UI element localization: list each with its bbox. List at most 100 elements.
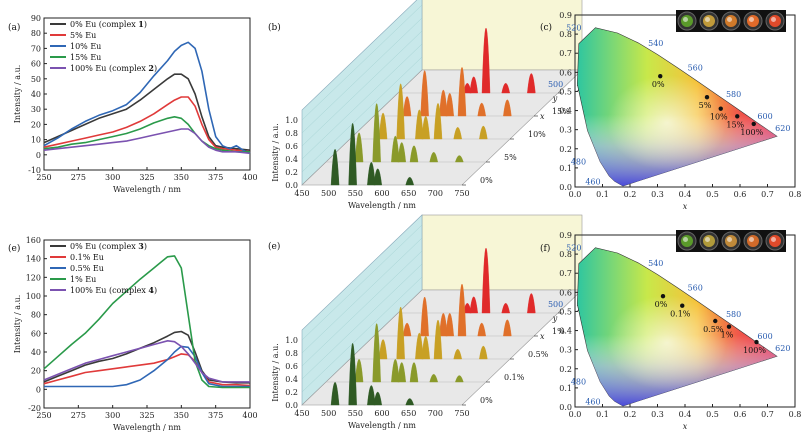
spectrum-peak [479, 345, 488, 360]
spectrum-peak [455, 375, 464, 383]
x-tick-label: 275 [71, 411, 86, 420]
series-depth-label: 5% [504, 153, 517, 162]
photo-highlight [771, 17, 776, 22]
spectrum-peak [477, 102, 486, 117]
panel-label: (f) [540, 243, 550, 254]
spectrum-peak [469, 76, 478, 94]
x-tick-label: 0.2 [624, 190, 637, 199]
cie-gamut-white [577, 247, 777, 406]
spectrum-peak [405, 177, 414, 186]
wavelength-label: 600 [757, 332, 772, 341]
y-tick-label: 0.8 [285, 349, 298, 358]
spectrum-peak [409, 145, 419, 163]
y-tick-label: 0.6 [559, 68, 572, 77]
y-tick-label: 60 [31, 60, 41, 69]
spectrum-peak [354, 132, 364, 163]
x-tick-label: 450 [294, 409, 309, 418]
y-tick-label: 0.9 [559, 231, 572, 240]
cie-point [726, 324, 732, 329]
x-tick-label: 0.8 [789, 410, 802, 419]
cie-point [751, 121, 756, 127]
y-tick-label: 40 [31, 348, 41, 357]
x-tick-label: 0.7 [761, 190, 774, 199]
y-tick-label: 0.0 [559, 403, 572, 412]
y-tick-label: 0.8 [559, 30, 572, 39]
series-depth-label: 10% [528, 130, 546, 139]
spectrum-peak [503, 319, 512, 337]
x-tick-label: 325 [139, 173, 154, 182]
photo-highlight [771, 237, 776, 242]
photo-highlight [749, 237, 754, 242]
wall-grid-line [301, 43, 423, 160]
x-tick-label: 0.0 [569, 410, 582, 419]
wavelength-label: 540 [648, 39, 663, 48]
series-depth-label: 0% [480, 396, 493, 405]
x-tick-label: 400 [242, 173, 257, 182]
series-line [43, 41, 251, 155]
x-tick-label: 375 [208, 173, 223, 182]
wavelength-label: 520 [566, 244, 581, 253]
y-tick-label: 0.7 [559, 49, 572, 58]
y-tick-label: 100 [26, 292, 41, 301]
spectrum-peak [348, 343, 357, 406]
wavelength-label: 520 [566, 24, 581, 33]
legend-text: 0.1% Eu [70, 253, 104, 262]
spectrum-peak [373, 168, 382, 186]
wavelength-label: 620 [775, 124, 790, 133]
y-tick-label: 0.2 [285, 168, 298, 177]
wavelength-label: 620 [775, 344, 790, 353]
x-tick-label: 0.1 [596, 410, 609, 419]
spectrum-peak [501, 303, 510, 314]
x-tick-label: 700 [428, 189, 443, 198]
legend-text: 1% Eu [70, 275, 96, 284]
photo-highlight [727, 237, 732, 242]
y-tick-label: 0.4 [559, 327, 572, 336]
panel-c-cie-diagram: (c) 0.0 0.1 0.2 0.3 0.4 0.5 0.6 0.7 0.8 0.0 0.1 0.2 0… [540, 10, 801, 211]
legend-label: 5% Eu [70, 31, 96, 40]
y-tick-label: 0.0 [559, 183, 572, 192]
y-axis-label: y [552, 94, 558, 103]
x-tick-label: 650 [401, 189, 416, 198]
series-depth-label: 0.1% [504, 373, 525, 382]
spectrum-peak [433, 103, 443, 140]
spectrum-peak [477, 322, 486, 337]
x-tick-label: 550 [348, 409, 363, 418]
x-tick-label: 600 [374, 409, 389, 418]
spectrum-peak [457, 283, 467, 337]
cie-point-label: 100% [740, 128, 763, 137]
series-line [43, 339, 250, 383]
cie-point-label: 10% [710, 113, 728, 122]
legend-bold: 4 [148, 285, 154, 295]
cie-point-label: 0% [655, 300, 668, 309]
spectrum-peak [469, 296, 478, 314]
x-tick-label: 0.4 [679, 190, 692, 199]
panel-e-waterfall-chart: (e) 0.0 0.2 0.4 0.6 0.8 1.0 Intensity / a.u. 450… [268, 214, 599, 430]
legend-bold: 2 [148, 63, 154, 73]
x-tick-label: 0.8 [789, 190, 802, 199]
series-depth-label: 15% [552, 107, 570, 116]
y-tick-label: 0.2 [559, 145, 572, 154]
back-wall [421, 214, 583, 291]
wavelength-label: 580 [726, 310, 741, 319]
x-tick-label: 0.3 [651, 410, 664, 419]
x-tick-label: 500 [321, 409, 336, 418]
panel-b-waterfall-chart: (b) 0.0 0.2 0.4 0.6 0.8 1.0 Intensity / a.u. 450… [268, 0, 599, 210]
cie-point-label: 5% [699, 101, 712, 110]
back-wall [421, 0, 583, 71]
legend-label: 1% Eu [70, 275, 96, 284]
y-tick-label: 0.5 [559, 87, 572, 96]
spectrum-peak [433, 320, 443, 360]
legend-label: 100% Eu (complex 4) [70, 285, 157, 295]
y-tick-label: 0.1 [559, 164, 572, 173]
x-tick-label: 750 [454, 189, 469, 198]
y-tick-label: 0 [36, 385, 41, 394]
x-tick-label: 250 [36, 173, 51, 182]
y-tick-label: 0.6 [559, 288, 572, 297]
spectrum-peak [409, 362, 419, 383]
legend-label: 100% Eu (complex 2) [70, 63, 157, 73]
legend-label: 0.1% Eu [70, 253, 104, 262]
y-tick-label: 50 [31, 75, 41, 84]
y-tick-label: 0.2 [559, 365, 572, 374]
wavelength-label: 460 [585, 177, 600, 186]
spectrum-peak [402, 322, 412, 337]
